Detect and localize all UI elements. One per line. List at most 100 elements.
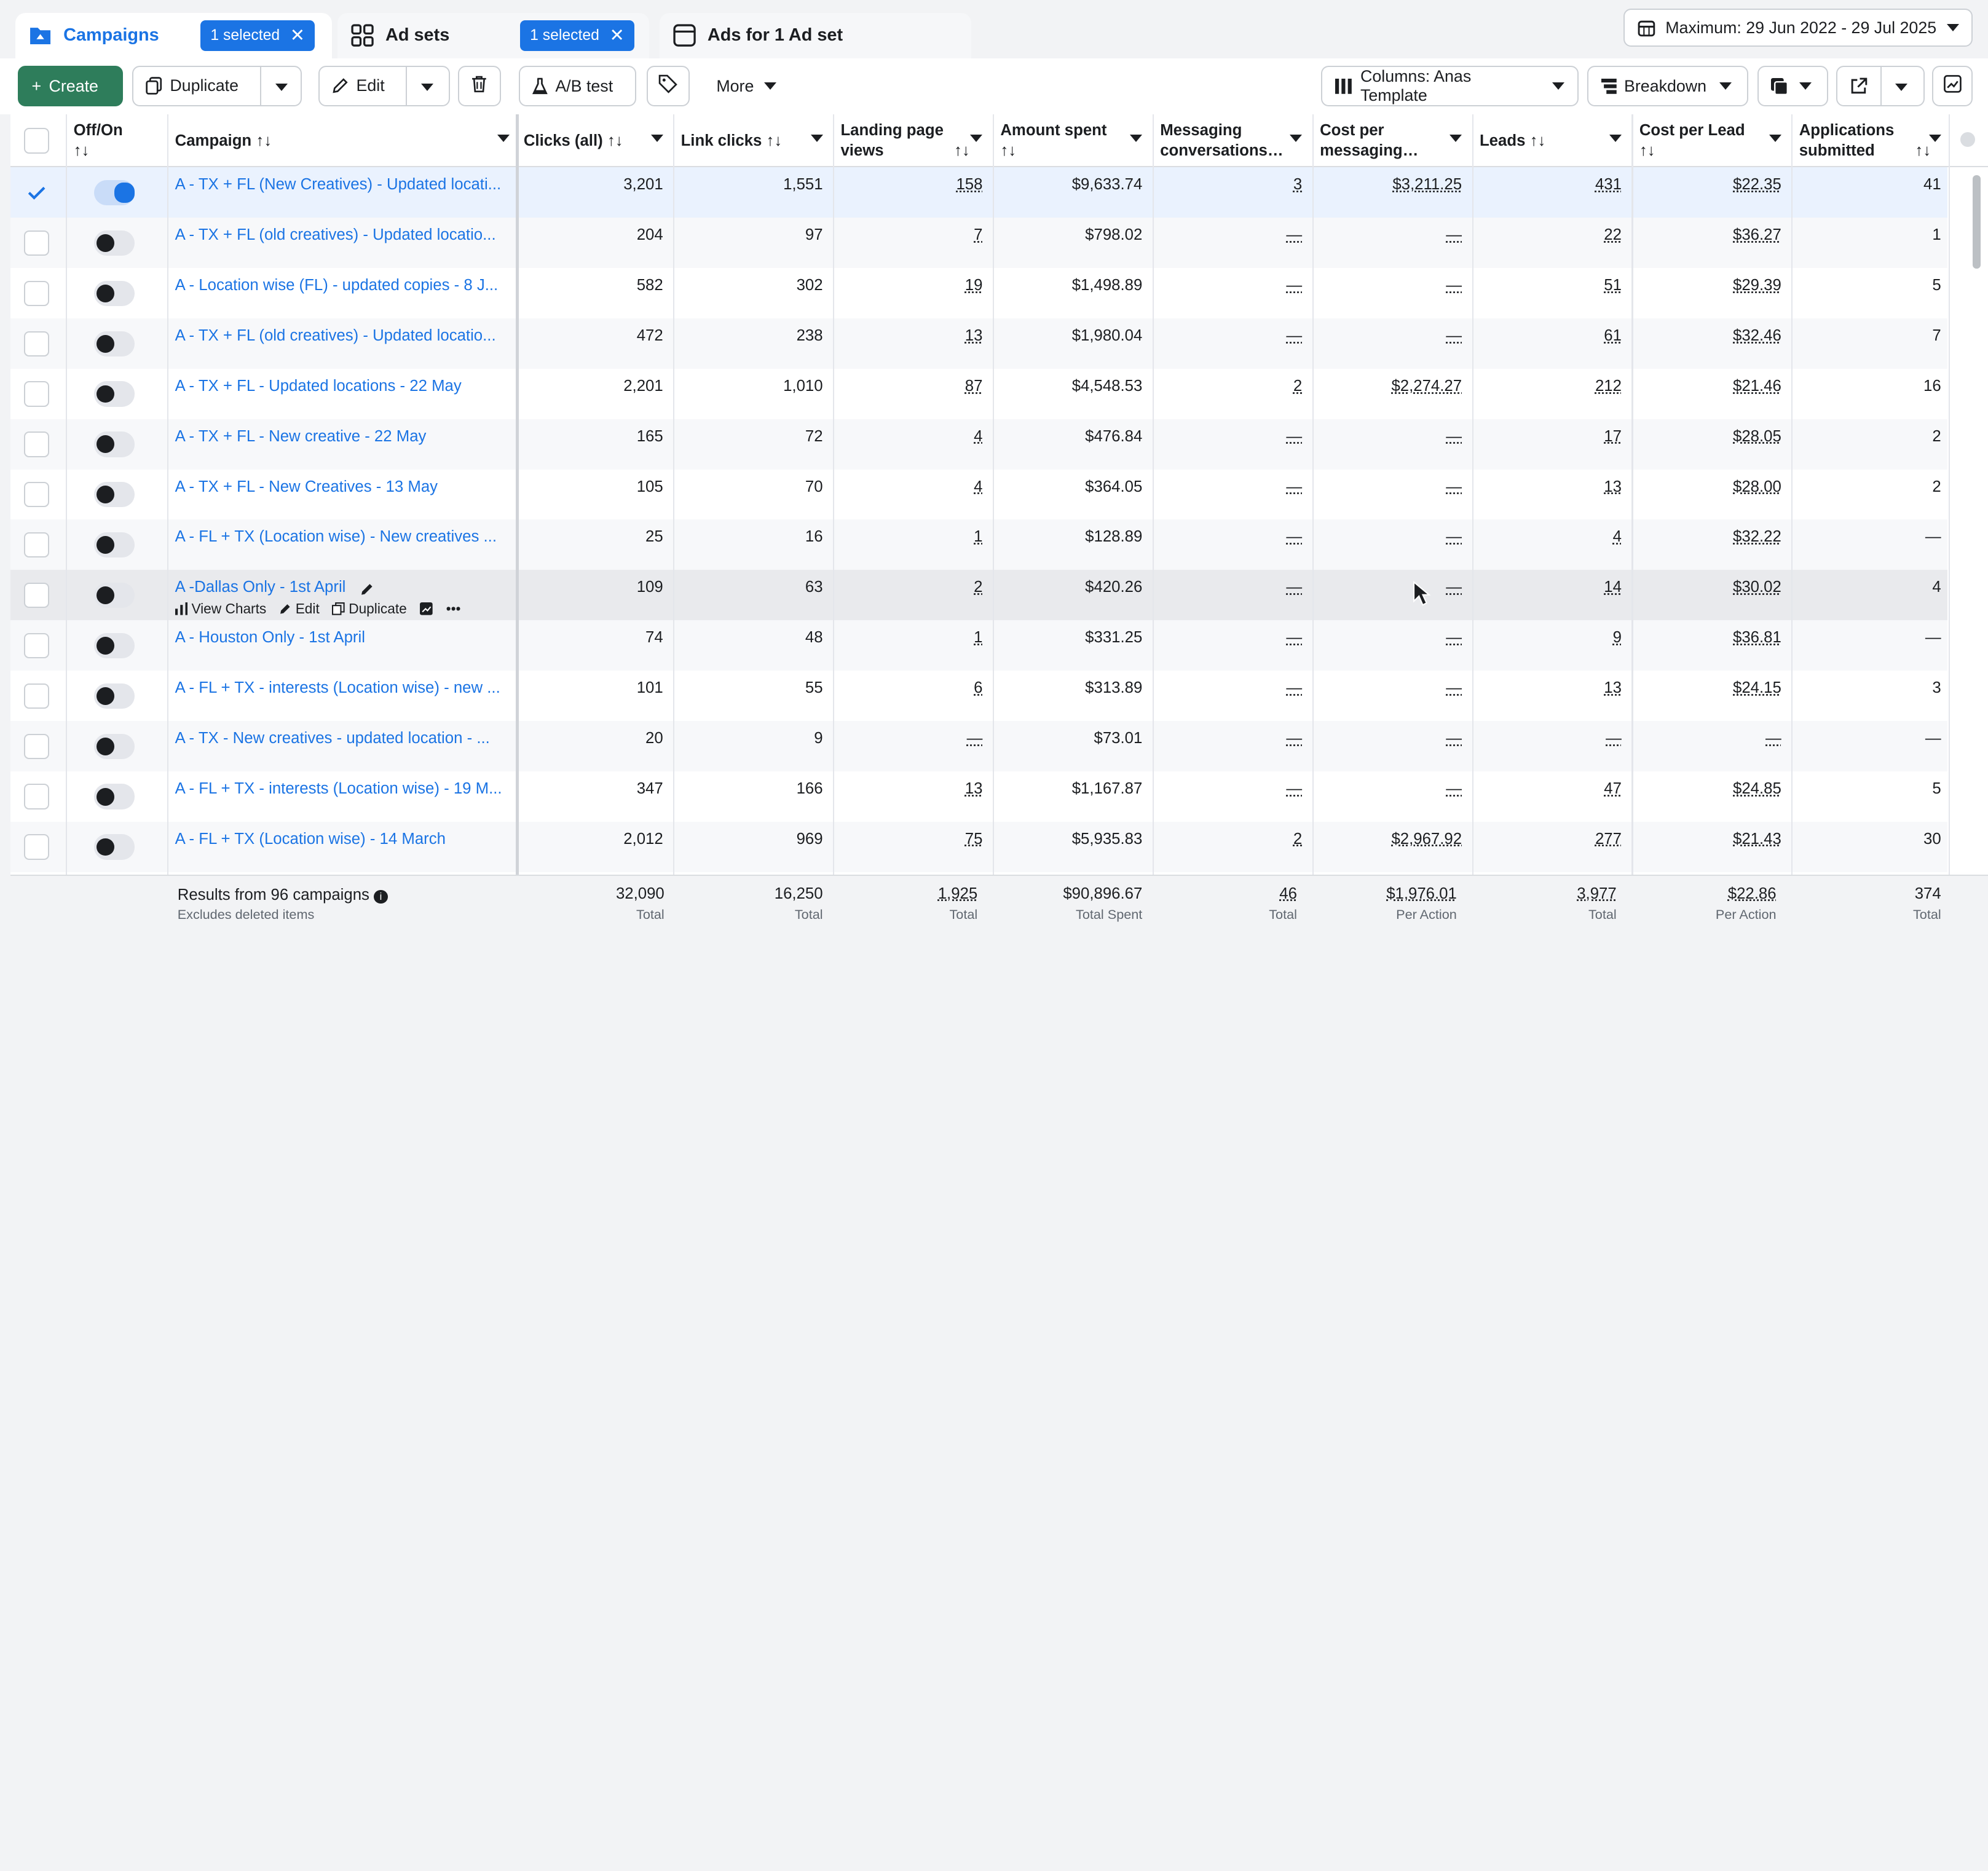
- cell-landing-page-views[interactable]: 158: [833, 167, 990, 218]
- duplicate-button[interactable]: Duplicate: [146, 76, 239, 95]
- cell-landing-page-views[interactable]: 2: [833, 570, 990, 621]
- row-checkbox[interactable]: [24, 281, 49, 306]
- campaign-toggle[interactable]: [94, 683, 135, 709]
- campaign-name-link[interactable]: A - TX + FL (old creatives) - Updated lo…: [167, 218, 517, 269]
- cell-leads[interactable]: 212: [1472, 369, 1630, 420]
- cell-leads[interactable]: 13: [1472, 470, 1630, 521]
- more-button[interactable]: More: [704, 66, 792, 106]
- row-checkbox[interactable]: [24, 431, 49, 457]
- cell-cost-per-lead[interactable]: $32.46: [1631, 318, 1789, 369]
- cell-messaging[interactable]: —: [1153, 218, 1310, 269]
- duplicate-split-button[interactable]: Duplicate: [132, 66, 302, 106]
- cell-messaging[interactable]: —: [1153, 721, 1310, 772]
- cell-landing-page-views[interactable]: 6: [833, 671, 990, 722]
- cell-landing-page-views[interactable]: 75: [833, 822, 990, 873]
- cell-cost-per-messaging[interactable]: $2,274.27: [1312, 369, 1470, 420]
- cell-messaging[interactable]: —: [1153, 771, 1310, 822]
- tag-button[interactable]: [647, 66, 690, 106]
- cell-cost-per-messaging[interactable]: $3,211.25: [1312, 167, 1470, 218]
- cell-landing-page-views[interactable]: —: [833, 721, 990, 772]
- cell-leads[interactable]: —: [1472, 721, 1630, 772]
- campaign-name-link[interactable]: A - FL + TX (Location wise) - 14 March: [167, 822, 517, 873]
- cell-messaging[interactable]: 2: [1153, 369, 1310, 420]
- table-row[interactable]: A - TX + FL - Updated locations - 22 May…: [10, 369, 1948, 420]
- row-more-button[interactable]: •••: [446, 601, 461, 617]
- cell-cost-per-messaging[interactable]: $2,967.92: [1312, 822, 1470, 873]
- table-row[interactable]: A - TX + FL (New Creatives) - Updated lo…: [10, 167, 1948, 218]
- campaign-toggle[interactable]: [94, 834, 135, 859]
- total-leads[interactable]: 3,977Total: [1472, 884, 1617, 924]
- cell-cost-per-messaging[interactable]: —: [1312, 721, 1470, 772]
- campaign-name-link[interactable]: A - TX + FL - New creative - 22 May: [167, 419, 517, 470]
- cell-landing-page-views[interactable]: 7: [833, 218, 990, 269]
- cell-messaging[interactable]: —: [1153, 268, 1310, 319]
- row-checkbox[interactable]: [24, 331, 49, 356]
- cell-leads[interactable]: 277: [1472, 822, 1630, 873]
- row-checkbox[interactable]: [24, 583, 49, 608]
- table-row[interactable]: A - TX + FL (old creatives) - Updated lo…: [10, 218, 1948, 269]
- info-icon[interactable]: i: [374, 890, 388, 904]
- tab-ads[interactable]: Ads for 1 Ad set: [660, 13, 971, 58]
- cell-cost-per-lead[interactable]: $21.46: [1631, 369, 1789, 420]
- table-row[interactable]: A - FL + TX (Location wise) - 14 March2,…: [10, 822, 1948, 873]
- cell-messaging[interactable]: —: [1153, 570, 1310, 621]
- chevron-down-icon[interactable]: [421, 84, 433, 91]
- cell-cost-per-lead[interactable]: $22.35: [1631, 167, 1789, 218]
- ab-test-button[interactable]: A/B test: [519, 66, 637, 106]
- campaign-toggle[interactable]: [94, 281, 135, 306]
- table-row[interactable]: A - FL + TX (Location wise) - New creati…: [10, 519, 1948, 570]
- campaign-name-link[interactable]: A - TX + FL - Updated locations - 22 May: [167, 369, 517, 420]
- campaign-toggle[interactable]: [94, 431, 135, 457]
- row-checkbox[interactable]: [24, 532, 49, 557]
- export-icon[interactable]: [1850, 77, 1868, 100]
- header-messaging-conversations[interactable]: Messaging conversations…: [1153, 114, 1310, 168]
- campaign-toggle[interactable]: [94, 633, 135, 658]
- export-split-button[interactable]: [1836, 66, 1925, 106]
- cell-cost-per-lead[interactable]: $36.81: [1631, 620, 1789, 671]
- campaign-toggle[interactable]: [94, 583, 135, 608]
- header-landing-page-views[interactable]: Landing page views ↑↓: [833, 114, 990, 168]
- cell-landing-page-views[interactable]: 1: [833, 519, 990, 570]
- cell-cost-per-lead[interactable]: $28.05: [1631, 419, 1789, 470]
- row-checkbox[interactable]: [24, 381, 49, 406]
- campaign-name-link[interactable]: A - TX - New creatives - updated locatio…: [167, 721, 517, 772]
- cell-leads[interactable]: 431: [1472, 167, 1630, 218]
- header-applications-submitted[interactable]: Applications submitted ↑↓: [1791, 114, 1949, 168]
- row-checkbox[interactable]: [24, 834, 49, 859]
- campaign-toggle[interactable]: [94, 482, 135, 507]
- table-row[interactable]: A -Dallas Only - 1st April109632$420.26—…: [10, 570, 1948, 621]
- table-row[interactable]: A - Houston Only - 1st April74481$331.25…: [10, 620, 1948, 671]
- total-messaging[interactable]: 46Total: [1153, 884, 1297, 924]
- cell-cost-per-messaging[interactable]: —: [1312, 771, 1470, 822]
- campaign-toggle[interactable]: [94, 230, 135, 256]
- chart-button[interactable]: [1932, 66, 1973, 106]
- campaign-toggle[interactable]: [94, 784, 135, 809]
- cell-cost-per-messaging[interactable]: —: [1312, 218, 1470, 269]
- cell-cost-per-lead[interactable]: $32.22: [1631, 519, 1789, 570]
- campaign-name-link[interactable]: A - FL + TX - interests (Location wise) …: [167, 771, 517, 822]
- cell-cost-per-messaging[interactable]: —: [1312, 318, 1470, 369]
- row-duplicate-button[interactable]: Duplicate: [332, 601, 406, 617]
- tab-ad-sets[interactable]: Ad sets 1 selected✕: [337, 13, 649, 58]
- cell-cost-per-lead[interactable]: $24.15: [1631, 671, 1789, 722]
- view-charts-button[interactable]: View Charts: [175, 601, 267, 617]
- header-offon[interactable]: Off/On↑↓: [66, 114, 167, 168]
- table-row[interactable]: A - TX + FL - New creative - 22 May16572…: [10, 419, 1948, 470]
- reports-button[interactable]: [1757, 66, 1829, 106]
- cell-leads[interactable]: 13: [1472, 671, 1630, 722]
- campaign-toggle[interactable]: [94, 381, 135, 406]
- cell-messaging[interactable]: —: [1153, 671, 1310, 722]
- date-range-picker[interactable]: Maximum: 29 Jun 2022 - 29 Jul 2025: [1623, 9, 1973, 47]
- row-chart-icon[interactable]: [419, 602, 433, 616]
- cell-messaging[interactable]: 3: [1153, 167, 1310, 218]
- campaign-toggle[interactable]: [94, 532, 135, 557]
- cell-landing-page-views[interactable]: 1: [833, 620, 990, 671]
- close-icon[interactable]: ✕: [290, 25, 305, 46]
- cell-messaging[interactable]: —: [1153, 419, 1310, 470]
- create-button[interactable]: +Create: [18, 66, 123, 106]
- cell-leads[interactable]: 17: [1472, 419, 1630, 470]
- cell-landing-page-views[interactable]: 4: [833, 470, 990, 521]
- chevron-down-icon[interactable]: [1895, 84, 1907, 91]
- row-checkbox[interactable]: [24, 230, 49, 256]
- selected-chip[interactable]: 1 selected✕: [520, 20, 635, 51]
